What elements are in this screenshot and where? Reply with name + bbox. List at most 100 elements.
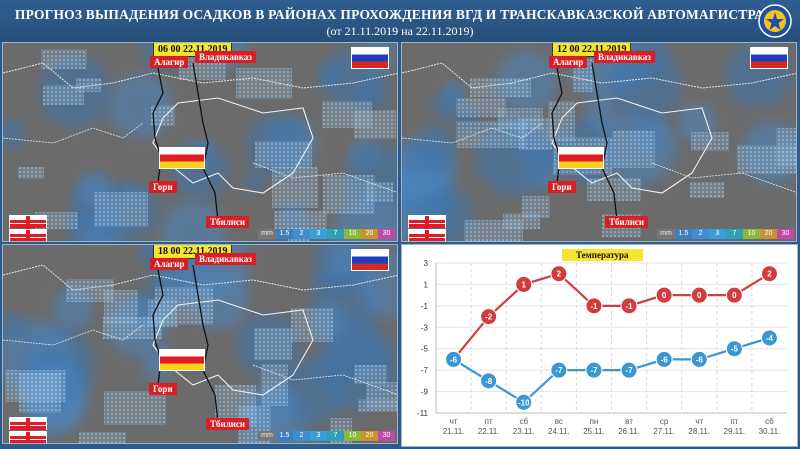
x-tick-date: 24.11. bbox=[548, 427, 570, 436]
x-tick-day: чт bbox=[450, 417, 458, 426]
x-tick-day: вт bbox=[625, 417, 633, 426]
header: ПРОГНОЗ ВЫПАДЕНИЯ ОСАДКОВ В РАЙОНАХ ПРОХ… bbox=[0, 0, 800, 42]
x-tick-date: 26.11. bbox=[618, 427, 640, 436]
x-tick-day: чт bbox=[695, 417, 703, 426]
page-title: ПРОГНОЗ ВЫПАДЕНИЯ ОСАДКОВ В РАЙОНАХ ПРОХ… bbox=[14, 7, 786, 22]
georgia-flag-icon bbox=[9, 229, 47, 241]
data-label: -1 bbox=[590, 302, 598, 311]
data-point bbox=[725, 286, 743, 304]
map-terrain bbox=[3, 43, 397, 241]
data-point bbox=[725, 340, 743, 358]
data-point bbox=[620, 361, 638, 379]
city-label-tbilisi: Тбилиси bbox=[206, 418, 250, 430]
city-label-alagir: Алагир bbox=[150, 56, 189, 68]
legend-step: 7 bbox=[726, 229, 743, 239]
legend-unit: mm bbox=[657, 229, 675, 239]
data-point bbox=[760, 329, 778, 347]
data-point bbox=[655, 286, 673, 304]
legend-step: 1.5 bbox=[675, 229, 692, 239]
data-point bbox=[550, 361, 568, 379]
data-label: 0 bbox=[697, 291, 702, 300]
temperature-chart: 31-1-3-5-7-9-11чт21.11.пт22.11.сб23.11.в… bbox=[417, 259, 787, 436]
data-point bbox=[515, 275, 533, 293]
y-tick-label: -3 bbox=[421, 323, 429, 332]
legend-step: 3 bbox=[310, 229, 327, 239]
x-tick-date: 28.11. bbox=[688, 427, 710, 436]
page-subtitle: (от 21.11.2019 на 22.11.2019) bbox=[326, 24, 474, 38]
x-tick-day: сб bbox=[519, 417, 528, 426]
chart-title: Температура bbox=[562, 249, 643, 261]
data-point bbox=[550, 265, 568, 283]
x-tick-day: пт bbox=[485, 417, 493, 426]
legend-step: 1.5 bbox=[276, 229, 293, 239]
data-label: -6 bbox=[450, 355, 458, 364]
data-point bbox=[690, 286, 708, 304]
legend-unit: mm bbox=[258, 431, 276, 441]
precipitation-legend: mm 1.5 2 3 7 10 20 30 bbox=[258, 229, 395, 239]
russia-flag-icon bbox=[750, 47, 788, 69]
data-point bbox=[515, 393, 533, 411]
data-label: -10 bbox=[518, 398, 530, 407]
legend-step: 2 bbox=[293, 431, 310, 441]
city-label-vladikavkaz: Владикавказ bbox=[594, 51, 655, 63]
legend-step: 7 bbox=[327, 229, 344, 239]
data-point bbox=[585, 297, 603, 315]
legend-step: 20 bbox=[361, 431, 378, 441]
georgia-flag-icon bbox=[408, 215, 446, 236]
y-tick-label: 3 bbox=[424, 259, 429, 268]
data-point bbox=[655, 350, 673, 368]
series-line-0 bbox=[452, 272, 770, 361]
russia-flag-icon bbox=[351, 47, 389, 69]
data-label: -5 bbox=[731, 345, 739, 354]
data-label: -7 bbox=[590, 366, 598, 375]
legend-step: 20 bbox=[760, 229, 777, 239]
y-tick-label: -9 bbox=[421, 388, 429, 397]
data-label: -6 bbox=[661, 355, 669, 364]
south-ossetia-flag-icon bbox=[159, 147, 205, 169]
data-point bbox=[445, 350, 463, 368]
georgia-flag-icon bbox=[9, 417, 47, 438]
precipitation-map-0600: 06 00 22.11.2019 Алагир Владикавказ Гори Тби… bbox=[2, 42, 398, 242]
x-tick-day: вс bbox=[555, 417, 563, 426]
data-label: 1 bbox=[522, 280, 527, 289]
legend-step: 3 bbox=[310, 431, 327, 441]
data-label: 0 bbox=[732, 291, 737, 300]
data-point bbox=[690, 350, 708, 368]
x-tick-day: ср bbox=[660, 417, 669, 426]
data-label: 0 bbox=[662, 291, 667, 300]
x-tick-day: пн bbox=[590, 417, 599, 426]
data-label: -8 bbox=[485, 377, 493, 386]
legend-step: 7 bbox=[327, 431, 344, 441]
temperature-chart-panel: Температура 3 1 -1 -3 -5 -7 -9 -11 чт 21.11. пт 22.… bbox=[401, 244, 798, 447]
data-label: -2 bbox=[485, 313, 493, 322]
city-label-tbilisi: Тбилиси bbox=[206, 216, 250, 228]
y-tick-label: -5 bbox=[421, 345, 429, 354]
data-point bbox=[585, 361, 603, 379]
precipitation-map-1200: 12 00 22.11.2019 Алагир Владикавказ Гори Тби… bbox=[401, 42, 797, 242]
legend-step: 3 bbox=[709, 229, 726, 239]
map-terrain bbox=[402, 43, 796, 241]
data-label: -4 bbox=[766, 334, 774, 343]
legend-step: 30 bbox=[378, 431, 395, 441]
map-terrain bbox=[3, 245, 397, 443]
city-label-gori: Гори bbox=[149, 181, 177, 193]
data-label: 2 bbox=[767, 270, 772, 279]
city-label-gori: Гори bbox=[548, 181, 576, 193]
georgia-flag-icon bbox=[9, 215, 47, 236]
legend-step: 1.5 bbox=[276, 431, 293, 441]
precipitation-map-1800: 18 00 22.11.2019 Алагир Владикавказ Гори Тби… bbox=[2, 244, 398, 444]
y-tick-label: -11 bbox=[417, 409, 429, 418]
y-tick-label: -7 bbox=[421, 366, 429, 375]
y-tick-label: -1 bbox=[421, 302, 429, 311]
data-label: 2 bbox=[557, 270, 562, 279]
precipitation-legend: mm 1.5 2 3 7 10 20 30 bbox=[657, 229, 794, 239]
city-label-alagir: Алагир bbox=[549, 56, 588, 68]
data-point bbox=[480, 372, 498, 390]
legend-step: 10 bbox=[344, 431, 361, 441]
city-label-vladikavkaz: Владикавказ bbox=[195, 253, 256, 265]
legend-step: 30 bbox=[378, 229, 395, 239]
x-tick-date: 30.11. bbox=[759, 427, 781, 436]
south-ossetia-flag-icon bbox=[558, 147, 604, 169]
legend-step: 2 bbox=[293, 229, 310, 239]
data-label: -6 bbox=[696, 355, 704, 364]
